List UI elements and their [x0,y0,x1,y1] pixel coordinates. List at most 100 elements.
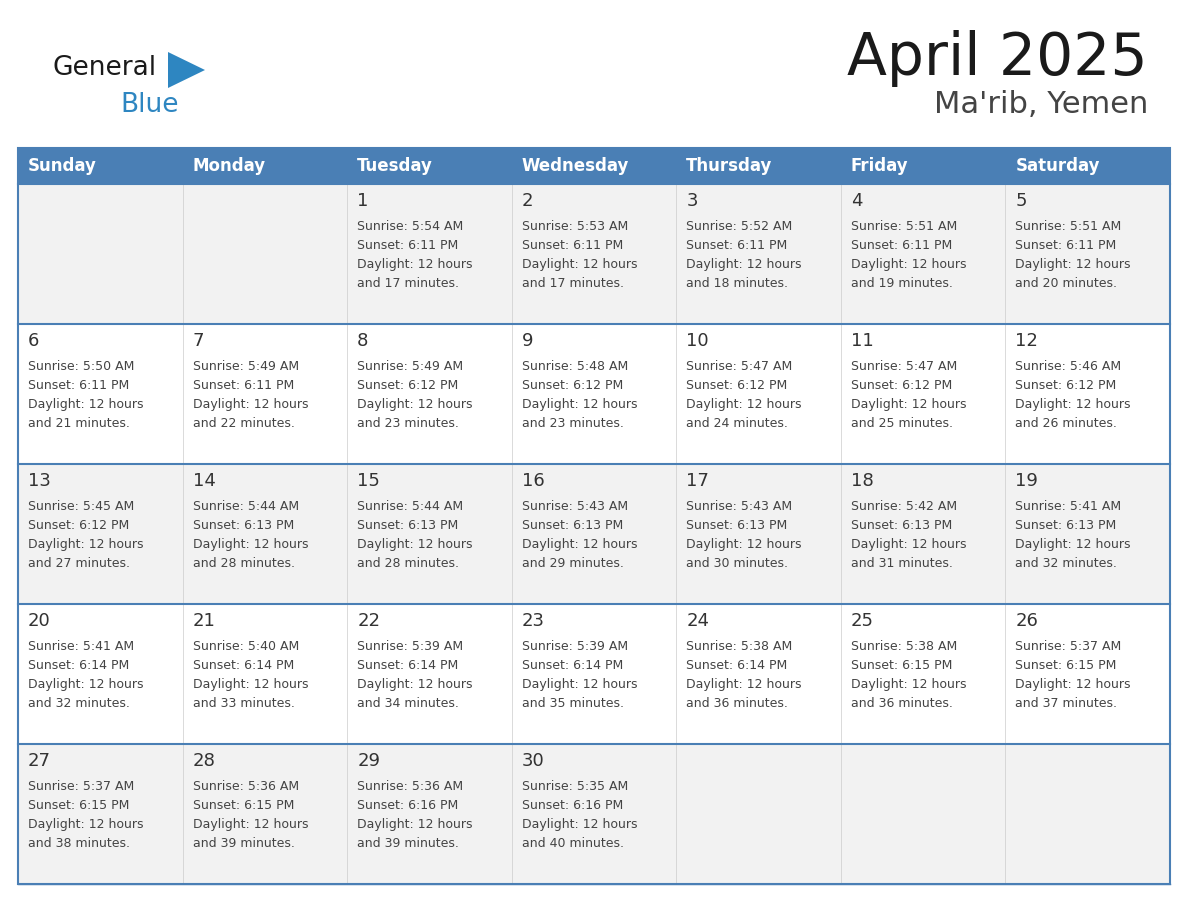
Text: Daylight: 12 hours: Daylight: 12 hours [1016,398,1131,411]
Text: April 2025: April 2025 [847,30,1148,87]
Bar [18,604,1170,744]
Text: 11: 11 [851,332,873,350]
Text: Sunset: 6:15 PM: Sunset: 6:15 PM [192,799,293,812]
Text: General: General [52,55,156,81]
Text: Daylight: 12 hours: Daylight: 12 hours [358,258,473,271]
Bar [347,148,512,184]
Bar [18,464,1170,604]
Text: and 26 minutes.: and 26 minutes. [1016,417,1117,430]
Text: 27: 27 [29,752,51,770]
Text: Daylight: 12 hours: Daylight: 12 hours [1016,258,1131,271]
Text: Sunset: 6:14 PM: Sunset: 6:14 PM [192,659,293,672]
Text: 3: 3 [687,192,697,210]
Text: Sunset: 6:11 PM: Sunset: 6:11 PM [687,239,788,252]
Text: Sunrise: 5:40 AM: Sunrise: 5:40 AM [192,640,299,653]
Text: Sunset: 6:15 PM: Sunset: 6:15 PM [1016,659,1117,672]
Text: Daylight: 12 hours: Daylight: 12 hours [358,818,473,831]
Text: and 32 minutes.: and 32 minutes. [29,697,129,710]
Text: Daylight: 12 hours: Daylight: 12 hours [522,678,637,691]
Text: and 23 minutes.: and 23 minutes. [522,417,624,430]
Text: and 39 minutes.: and 39 minutes. [192,837,295,850]
Text: and 24 minutes.: and 24 minutes. [687,417,788,430]
Text: 23: 23 [522,612,545,630]
Text: Daylight: 12 hours: Daylight: 12 hours [687,398,802,411]
Text: 20: 20 [29,612,51,630]
Text: 12: 12 [1016,332,1038,350]
Bar [1005,148,1170,184]
Text: Daylight: 12 hours: Daylight: 12 hours [851,538,966,551]
Text: 18: 18 [851,472,873,490]
Text: 6: 6 [29,332,39,350]
Text: Daylight: 12 hours: Daylight: 12 hours [1016,678,1131,691]
Text: Sunrise: 5:54 AM: Sunrise: 5:54 AM [358,220,463,233]
Bar [18,148,1170,884]
Text: Sunset: 6:15 PM: Sunset: 6:15 PM [851,659,953,672]
Text: 15: 15 [358,472,380,490]
Text: 2: 2 [522,192,533,210]
Text: Sunset: 6:16 PM: Sunset: 6:16 PM [358,799,459,812]
Text: Sunrise: 5:39 AM: Sunrise: 5:39 AM [358,640,463,653]
Text: and 31 minutes.: and 31 minutes. [851,557,953,570]
Text: Sunrise: 5:43 AM: Sunrise: 5:43 AM [522,500,627,513]
Text: and 23 minutes.: and 23 minutes. [358,417,459,430]
Text: Sunset: 6:11 PM: Sunset: 6:11 PM [29,379,129,392]
Text: Sunset: 6:11 PM: Sunset: 6:11 PM [358,239,459,252]
Text: Sunday: Sunday [29,157,97,175]
Text: and 30 minutes.: and 30 minutes. [687,557,789,570]
Text: Sunrise: 5:46 AM: Sunrise: 5:46 AM [1016,360,1121,373]
Polygon shape [168,52,206,88]
Text: Daylight: 12 hours: Daylight: 12 hours [29,398,144,411]
Text: Daylight: 12 hours: Daylight: 12 hours [687,678,802,691]
Text: Thursday: Thursday [687,157,772,175]
Text: Sunrise: 5:42 AM: Sunrise: 5:42 AM [851,500,958,513]
Text: Sunset: 6:11 PM: Sunset: 6:11 PM [192,379,293,392]
Text: 10: 10 [687,332,709,350]
Text: 26: 26 [1016,612,1038,630]
Text: and 28 minutes.: and 28 minutes. [192,557,295,570]
Text: Wednesday: Wednesday [522,157,630,175]
Text: Sunrise: 5:48 AM: Sunrise: 5:48 AM [522,360,628,373]
Bar [18,324,1170,464]
Text: Sunrise: 5:45 AM: Sunrise: 5:45 AM [29,500,134,513]
Text: Sunset: 6:14 PM: Sunset: 6:14 PM [358,659,459,672]
Text: and 22 minutes.: and 22 minutes. [192,417,295,430]
Text: Daylight: 12 hours: Daylight: 12 hours [687,258,802,271]
Text: Sunrise: 5:35 AM: Sunrise: 5:35 AM [522,780,628,793]
Text: Sunrise: 5:39 AM: Sunrise: 5:39 AM [522,640,627,653]
Text: Sunrise: 5:49 AM: Sunrise: 5:49 AM [192,360,298,373]
Text: Sunset: 6:12 PM: Sunset: 6:12 PM [851,379,952,392]
Bar [183,148,347,184]
Text: and 38 minutes.: and 38 minutes. [29,837,129,850]
Text: Sunset: 6:12 PM: Sunset: 6:12 PM [522,379,623,392]
Text: Daylight: 12 hours: Daylight: 12 hours [29,818,144,831]
Text: Sunset: 6:13 PM: Sunset: 6:13 PM [851,519,952,532]
Text: Sunrise: 5:41 AM: Sunrise: 5:41 AM [29,640,134,653]
Text: Daylight: 12 hours: Daylight: 12 hours [851,398,966,411]
Text: Blue: Blue [120,92,178,118]
Text: 16: 16 [522,472,544,490]
Text: Sunset: 6:12 PM: Sunset: 6:12 PM [358,379,459,392]
Text: Sunset: 6:14 PM: Sunset: 6:14 PM [522,659,623,672]
Text: Sunset: 6:12 PM: Sunset: 6:12 PM [29,519,129,532]
Text: and 21 minutes.: and 21 minutes. [29,417,129,430]
Text: 4: 4 [851,192,862,210]
Text: Daylight: 12 hours: Daylight: 12 hours [29,538,144,551]
Text: Sunrise: 5:43 AM: Sunrise: 5:43 AM [687,500,792,513]
Text: and 36 minutes.: and 36 minutes. [687,697,788,710]
Bar [18,184,1170,324]
Text: and 27 minutes.: and 27 minutes. [29,557,129,570]
Text: Ma'rib, Yemen: Ma'rib, Yemen [934,90,1148,119]
Text: Sunrise: 5:37 AM: Sunrise: 5:37 AM [29,780,134,793]
Text: Sunset: 6:12 PM: Sunset: 6:12 PM [1016,379,1117,392]
Text: 7: 7 [192,332,204,350]
Text: 21: 21 [192,612,215,630]
Text: Daylight: 12 hours: Daylight: 12 hours [522,398,637,411]
Text: Sunset: 6:14 PM: Sunset: 6:14 PM [687,659,788,672]
Text: Daylight: 12 hours: Daylight: 12 hours [192,678,308,691]
Text: Sunset: 6:13 PM: Sunset: 6:13 PM [192,519,293,532]
Text: Daylight: 12 hours: Daylight: 12 hours [522,818,637,831]
Text: and 29 minutes.: and 29 minutes. [522,557,624,570]
Text: Sunrise: 5:53 AM: Sunrise: 5:53 AM [522,220,628,233]
Text: Sunrise: 5:51 AM: Sunrise: 5:51 AM [1016,220,1121,233]
Text: Sunset: 6:13 PM: Sunset: 6:13 PM [358,519,459,532]
